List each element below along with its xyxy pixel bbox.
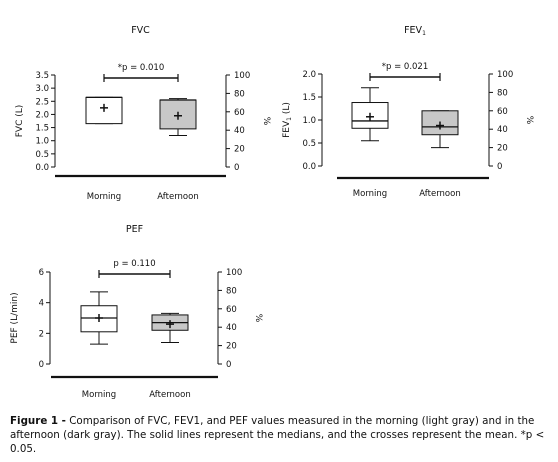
significance-label: *p = 0.010: [118, 63, 165, 73]
y-tick-label-right: 0: [226, 360, 231, 370]
caption-label: Figure 1 -: [10, 415, 66, 427]
y-tick-label-right: 40: [497, 125, 508, 135]
chart-panel-fvc: FVC 0.0 0.5 1.0 1.5 2.0 2.5 3.0 3.5 FVC (L) 0 20 40 6…: [15, 25, 271, 202]
category-label: Morning: [87, 192, 121, 202]
category-label: Afternoon: [149, 390, 190, 400]
iqr-box: [159, 99, 197, 130]
caption-text: Comparison of FVC, FEV1, and PEF values …: [10, 415, 545, 455]
y-tick-label-left: 3.5: [35, 71, 49, 81]
y-tick-label-left: 1.5: [35, 124, 49, 134]
y-axis-label-right: %: [524, 116, 534, 125]
box-afternoon: [151, 312, 189, 344]
y-tick-label-left: 1.5: [302, 93, 316, 103]
chart-title: PEF: [126, 224, 143, 235]
y-tick-label-right: 20: [234, 145, 245, 155]
category-label: Morning: [353, 189, 387, 199]
y-tick-label-left: 4: [39, 299, 44, 309]
y-tick-label-left: 2.0: [35, 110, 49, 120]
y-tick-label-left: 0: [39, 360, 44, 370]
y-tick-label-right: 60: [497, 107, 508, 117]
y-tick-label-right: 80: [497, 88, 508, 98]
y-tick-label-left: 1.0: [302, 116, 316, 126]
chart-panel-pef: PEF 0 2 4 6 PEF (L/min) 0 20 40 60 80 100% Morning Af…: [10, 224, 263, 400]
y-tick-label-left: 6: [39, 268, 44, 278]
y-tick-label-left: 0.0: [302, 162, 316, 172]
chart-panel-fev1: 0.0 0.5 1.0 1.5 2.0 0 20 40 60 80 100% Morning After…: [302, 62, 534, 199]
box-morning: [85, 96, 123, 125]
y-axis-label: PEF (L/min): [10, 292, 20, 343]
y-tick-label-left: 2: [39, 329, 44, 339]
y-tick-label-left: 0.5: [302, 139, 316, 149]
y-tick-label-left: 0.5: [35, 150, 49, 160]
y-tick-label-right: 0: [497, 162, 502, 172]
chart-title: FVC: [131, 25, 150, 36]
significance-label: p = 0.110: [113, 259, 155, 269]
y-tick-label-right: 40: [234, 126, 245, 136]
y-tick-label-right: 20: [497, 144, 508, 154]
significance-label: *p = 0.021: [382, 62, 429, 72]
y-axis-label: FVC (L): [15, 105, 25, 138]
y-tick-label-right: 20: [226, 342, 237, 352]
y-axis-label-right: %: [261, 117, 271, 126]
category-label: Afternoon: [157, 192, 198, 202]
y-tick-label-right: 100: [226, 268, 242, 278]
y-tick-label-right: 80: [234, 89, 245, 99]
y-tick-label-left: 2.5: [35, 97, 49, 107]
y-tick-label-left: 2.0: [302, 70, 316, 80]
chart-title: FEV1: [404, 25, 426, 37]
y-tick-label-right: 60: [226, 305, 237, 315]
y-tick-label-left: 1.0: [35, 137, 49, 147]
category-label: Afternoon: [419, 189, 460, 199]
box-morning: [351, 87, 389, 142]
category-label: Morning: [82, 390, 116, 400]
box-afternoon: [159, 98, 197, 136]
y-tick-label-left: 3.0: [35, 84, 49, 94]
y-tick-label-left: 0.0: [35, 163, 49, 173]
y-tick-label-right: 100: [497, 70, 513, 80]
y-tick-label-right: 60: [234, 108, 245, 118]
box-morning: [80, 291, 118, 345]
figure-caption: Figure 1 - Comparison of FVC, FEV1, and …: [10, 414, 550, 456]
y-axis-label-right: %: [253, 314, 263, 323]
y-tick-label-right: 80: [226, 286, 237, 296]
y-axis-label: FEV1 (L): [282, 102, 293, 138]
y-tick-label-right: 100: [234, 71, 250, 81]
y-tick-label-right: 0: [234, 163, 239, 173]
y-tick-label-right: 40: [226, 323, 237, 333]
box-afternoon: [421, 110, 459, 149]
